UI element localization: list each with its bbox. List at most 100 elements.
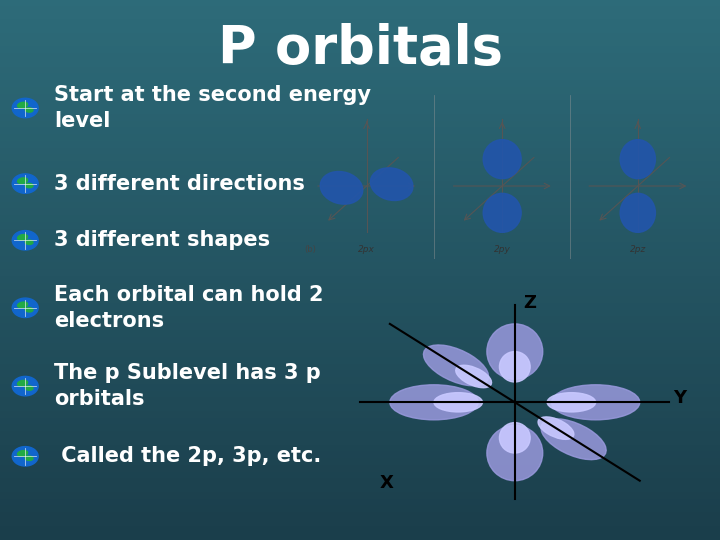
Bar: [0, 20, 720, 27]
Ellipse shape: [25, 308, 33, 312]
Bar: [0, 310, 720, 317]
Bar: [0, 14, 720, 20]
Bar: [0, 249, 720, 256]
Bar: [0, 446, 720, 453]
Ellipse shape: [12, 98, 38, 118]
Ellipse shape: [434, 393, 482, 412]
Bar: [0, 465, 720, 472]
Text: Called the 2p, 3p, etc.: Called the 2p, 3p, etc.: [54, 446, 321, 467]
Bar: [0, 297, 720, 303]
Bar: [0, 162, 720, 168]
Text: The p Sublevel has 3 p
orbitals: The p Sublevel has 3 p orbitals: [54, 363, 320, 409]
Bar: [0, 102, 720, 108]
Bar: [0, 303, 720, 310]
Text: Each orbital can hold 2
electrons: Each orbital can hold 2 electrons: [54, 285, 323, 330]
Text: 3 different directions: 3 different directions: [54, 173, 305, 194]
Bar: [0, 128, 720, 135]
Bar: [0, 338, 720, 345]
Ellipse shape: [538, 417, 574, 440]
Bar: [0, 291, 720, 297]
Bar: [0, 480, 720, 486]
Bar: [0, 438, 720, 445]
Bar: [0, 68, 720, 74]
Text: 2py: 2py: [494, 245, 510, 254]
Ellipse shape: [12, 174, 38, 193]
Bar: [0, 47, 720, 54]
Bar: [0, 459, 720, 465]
Ellipse shape: [487, 426, 543, 481]
Bar: [0, 135, 720, 141]
Bar: [0, 411, 720, 418]
Bar: [0, 270, 720, 276]
Text: 2px: 2px: [358, 245, 375, 254]
Bar: [0, 74, 720, 81]
Ellipse shape: [12, 231, 38, 250]
Ellipse shape: [320, 172, 363, 204]
Bar: [0, 237, 720, 243]
Ellipse shape: [620, 140, 655, 179]
Bar: [0, 418, 720, 426]
Bar: [0, 148, 720, 156]
Ellipse shape: [500, 352, 530, 382]
Bar: [0, 526, 720, 534]
Bar: [0, 202, 720, 209]
Bar: [0, 115, 720, 122]
Bar: [0, 364, 720, 372]
Bar: [0, 60, 720, 68]
Ellipse shape: [17, 450, 27, 456]
Bar: [0, 472, 720, 480]
Ellipse shape: [17, 302, 27, 308]
Bar: [0, 216, 720, 222]
Ellipse shape: [25, 240, 33, 245]
Bar: [0, 183, 720, 189]
Bar: [0, 405, 720, 411]
Bar: [0, 87, 720, 94]
Bar: [0, 372, 720, 378]
Bar: [0, 156, 720, 162]
Bar: [0, 345, 720, 351]
Bar: [0, 351, 720, 357]
Ellipse shape: [12, 376, 38, 396]
Text: 2pz: 2pz: [630, 245, 646, 254]
Text: Z: Z: [523, 294, 536, 312]
Bar: [0, 276, 720, 284]
Bar: [0, 230, 720, 237]
Bar: [0, 189, 720, 195]
Ellipse shape: [390, 385, 478, 420]
Ellipse shape: [620, 193, 655, 232]
Text: Y: Y: [674, 389, 687, 407]
Bar: [0, 195, 720, 202]
Bar: [0, 54, 720, 60]
Text: X: X: [379, 475, 393, 492]
Bar: [0, 507, 720, 513]
Bar: [0, 141, 720, 149]
Bar: [0, 452, 720, 459]
Bar: [0, 493, 720, 500]
Text: Start at the second energy
level: Start at the second energy level: [54, 85, 371, 131]
Bar: [0, 384, 720, 391]
Bar: [0, 209, 720, 216]
Bar: [0, 534, 720, 540]
Text: (b): (b): [305, 245, 316, 254]
Ellipse shape: [541, 418, 606, 460]
Bar: [0, 108, 720, 115]
Ellipse shape: [456, 365, 492, 388]
Ellipse shape: [487, 324, 543, 379]
Bar: [0, 500, 720, 507]
Ellipse shape: [552, 385, 640, 420]
Bar: [0, 256, 720, 263]
Bar: [0, 263, 720, 270]
Bar: [0, 40, 720, 47]
Bar: [0, 513, 720, 519]
Bar: [0, 0, 720, 6]
Ellipse shape: [370, 168, 413, 200]
Bar: [0, 81, 720, 87]
Bar: [0, 243, 720, 249]
Ellipse shape: [25, 456, 33, 461]
Ellipse shape: [12, 298, 38, 318]
Bar: [0, 27, 720, 33]
Bar: [0, 399, 720, 405]
Bar: [0, 317, 720, 324]
Ellipse shape: [483, 193, 521, 232]
Bar: [0, 330, 720, 338]
